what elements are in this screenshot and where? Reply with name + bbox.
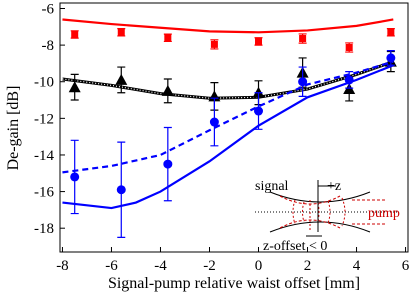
annotation: pump	[368, 206, 400, 221]
marker	[387, 28, 395, 36]
y-tick-label: -6	[42, 1, 55, 17]
marker	[254, 106, 264, 116]
marker	[117, 28, 125, 36]
inset: signal +z pump z-offset < 0	[255, 179, 400, 254]
series-line	[62, 60, 394, 174]
y-tick-label: -8	[42, 38, 55, 54]
beam-edge	[269, 191, 371, 203]
marker	[71, 30, 79, 38]
marker	[255, 37, 263, 45]
marker	[68, 81, 81, 93]
x-tick-label: -2	[203, 258, 216, 274]
series-line	[62, 60, 394, 100]
x-tick-label: -4	[154, 258, 167, 274]
x-tick-label: -8	[56, 258, 69, 274]
x-tick-label: 6	[402, 258, 410, 274]
x-tick-label: 2	[304, 258, 312, 274]
beam-edge	[269, 221, 371, 233]
plot-frame	[59, 2, 409, 253]
marker	[164, 34, 172, 42]
marker	[345, 43, 353, 51]
annotation: +z	[327, 179, 341, 194]
marker	[161, 84, 174, 96]
y-axis-label: De-gain [dB]	[5, 86, 22, 171]
y-tick-label: -14	[34, 148, 54, 164]
marker	[163, 159, 173, 169]
x-axis-label: Signal-pump relative waist offset [mm]	[108, 275, 360, 292]
marker	[70, 172, 80, 182]
marker	[386, 53, 396, 63]
marker	[299, 35, 307, 43]
series-line	[62, 64, 394, 210]
x-tick-label: -6	[105, 258, 118, 274]
y-tick-label: -10	[34, 75, 54, 91]
wavefronts	[292, 197, 346, 227]
x-tick-label: 4	[353, 258, 361, 274]
annotation: z-offset < 0	[263, 239, 327, 254]
marker	[116, 185, 126, 195]
marker	[344, 75, 354, 85]
y-tick-label: -16	[34, 185, 54, 201]
x-tick-label: 0	[255, 258, 263, 274]
y-tick-label: -12	[34, 111, 54, 127]
marker	[298, 77, 308, 87]
series-line	[62, 18, 394, 34]
annotation: signal	[255, 179, 289, 194]
pump-edge	[279, 195, 341, 205]
marker	[209, 117, 219, 127]
marker	[115, 73, 128, 85]
y-tick-label: -18	[34, 221, 54, 237]
series-line-dots	[62, 61, 394, 99]
marker	[210, 40, 218, 48]
